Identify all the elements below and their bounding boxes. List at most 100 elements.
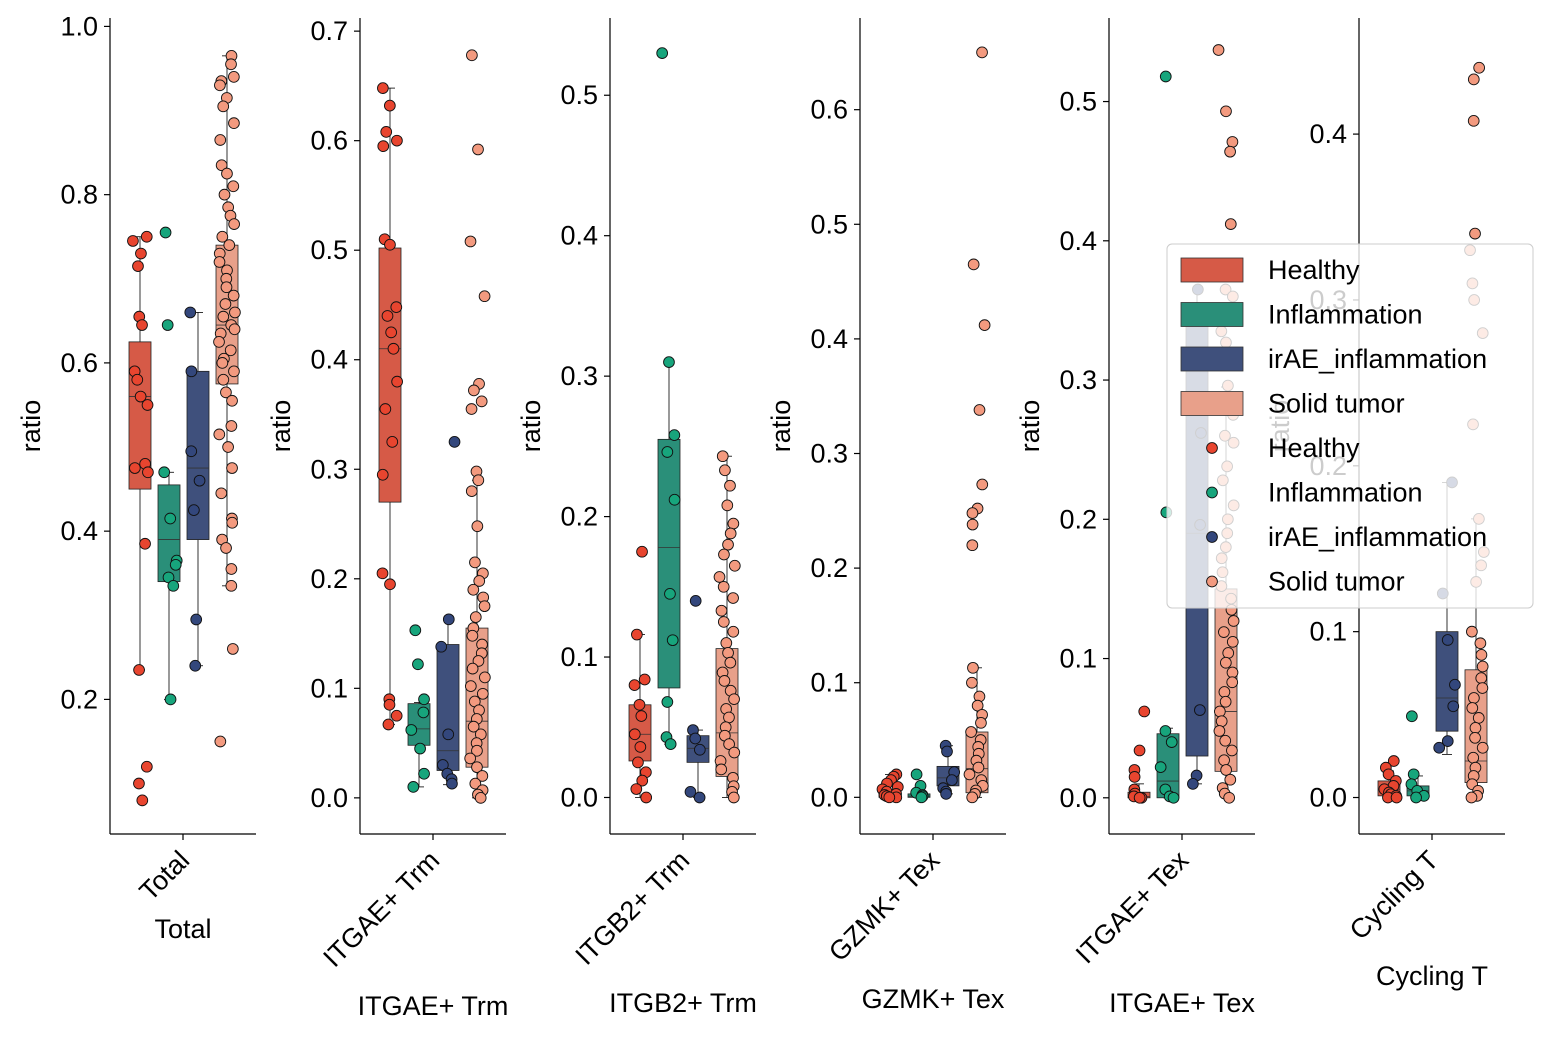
- point-solid-tumor: [225, 563, 238, 575]
- x-axis-label-itgb2-trm: ITGB2+ Trm: [609, 988, 757, 1018]
- point-solid-tumor: [216, 357, 229, 369]
- y-tick-label-gzmk-tex: 0.5: [810, 209, 848, 239]
- box-group-total-healthy: [127, 230, 154, 807]
- point-solid-tumor: [1224, 218, 1237, 230]
- point-inflammation: [664, 738, 677, 750]
- point-inflammation: [167, 579, 180, 592]
- point-solid-tumor: [228, 218, 240, 230]
- point-healthy: [1382, 768, 1395, 781]
- point-solid-tumor: [966, 507, 979, 519]
- y-tick-label-itgae-tex: 0.4: [1059, 226, 1097, 256]
- x-axis-label-gzmk-tex: GZMK+ Tex: [862, 984, 1005, 1014]
- point-healthy: [134, 390, 147, 403]
- point-solid-tumor: [1469, 722, 1482, 734]
- point-inflammation: [161, 319, 174, 331]
- point-healthy: [1133, 744, 1146, 757]
- y-tick-label-cycling-t: 0.4: [1309, 119, 1347, 149]
- point-solid-tumor: [1219, 695, 1232, 708]
- point-solid-tumor: [724, 527, 737, 540]
- point-inflammation: [668, 493, 681, 506]
- point-solid-tumor: [715, 604, 728, 617]
- box-group-itgae-trm-healthy: [376, 82, 403, 731]
- point-healthy: [635, 710, 648, 722]
- box-group-cycling-t-healthy: [1377, 755, 1403, 804]
- point-solid-tumor: [1220, 105, 1232, 118]
- point-solid-tumor: [1223, 791, 1236, 804]
- point-healthy: [1387, 755, 1400, 767]
- point-solid-tumor: [476, 770, 489, 782]
- point-solid-tumor: [469, 611, 482, 623]
- point-solid-tumor: [472, 474, 485, 487]
- point-solid-tumor: [1226, 635, 1239, 648]
- point-solid-tumor: [226, 394, 238, 407]
- box-group-itgae-trm-irae-inflammation: [435, 436, 461, 790]
- point-healthy: [376, 468, 389, 481]
- point-solid-tumor: [723, 711, 735, 724]
- legend-marker-inflammation: [1206, 486, 1218, 499]
- y-tick-label-gzmk-tex: 0.1: [810, 668, 848, 698]
- legend-label-solid-tumor: Solid tumor: [1268, 389, 1405, 419]
- y-tick-label-itgae-trm: 0.2: [310, 564, 348, 594]
- legend-label-inflammation: Inflammation: [1268, 300, 1423, 330]
- point-healthy: [133, 664, 145, 676]
- point-irae-inflammation: [442, 728, 455, 741]
- point-solid-tumor: [469, 777, 482, 790]
- point-healthy: [376, 567, 389, 580]
- y-tick-label-total: 0.4: [60, 516, 98, 546]
- box-irae-inflammation: [436, 644, 460, 771]
- point-solid-tumor: [227, 289, 240, 302]
- point-solid-tumor: [464, 752, 477, 765]
- point-solid-tumor: [225, 579, 238, 592]
- point-solid-tumor: [727, 625, 740, 638]
- point-healthy: [632, 756, 644, 769]
- point-healthy: [634, 741, 647, 753]
- point-solid-tumor: [976, 478, 989, 491]
- point-irae-inflammation: [940, 788, 952, 800]
- point-solid-tumor: [1467, 751, 1480, 764]
- point-solid-tumor: [471, 761, 483, 774]
- point-solid-tumor: [473, 575, 486, 587]
- point-solid-tumor: [478, 600, 491, 613]
- point-healthy: [383, 698, 396, 711]
- legend-swatch-inflammation: [1180, 302, 1244, 327]
- box-group-gzmk-tex-inflammation: [907, 768, 931, 804]
- point-solid-tumor: [1467, 114, 1480, 127]
- point-irae-inflammation: [185, 365, 198, 378]
- point-solid-tumor: [1466, 702, 1479, 714]
- point-healthy: [640, 791, 653, 804]
- point-solid-tumor: [220, 386, 232, 399]
- point-irae-inflammation: [190, 613, 203, 626]
- box-group-total-inflammation: [157, 226, 183, 706]
- y-tick-label-itgb2-trm: 0.5: [560, 80, 598, 110]
- point-inflammation: [663, 356, 675, 368]
- point-solid-tumor: [1227, 615, 1240, 627]
- point-solid-tumor: [464, 235, 477, 248]
- panel-gzmk-tex: 0.0 0.1 0.2 0.3 0.4 0.5 0.6 ratio GZMK+ Tex GZMK+…: [766, 18, 1006, 1014]
- point-solid-tumor: [1218, 626, 1230, 638]
- y-tick-label-gzmk-tex: 0.6: [810, 95, 848, 125]
- y-tick-label-cycling-t: 0.0: [1309, 783, 1347, 813]
- box-group-itgae-trm-inflammation: [405, 624, 431, 793]
- point-solid-tumor: [728, 559, 741, 572]
- point-solid-tumor: [217, 100, 230, 113]
- legend-swatch-solid-tumor: [1180, 391, 1244, 416]
- point-solid-tumor: [975, 716, 987, 729]
- y-tick-label-itgae-tex: 0.0: [1059, 783, 1097, 813]
- point-solid-tumor: [1226, 666, 1239, 679]
- point-solid-tumor: [472, 655, 485, 667]
- point-inflammation: [418, 693, 430, 706]
- point-healthy: [628, 679, 641, 691]
- box-group-cycling-t-inflammation: [1405, 710, 1430, 804]
- point-irae-inflammation: [946, 774, 958, 786]
- point-solid-tumor: [474, 792, 487, 804]
- point-solid-tumor: [227, 71, 240, 83]
- point-solid-tumor: [1476, 741, 1489, 754]
- point-healthy: [628, 728, 641, 741]
- y-tick-label-itgae-tex: 0.2: [1059, 504, 1097, 534]
- legend: Healthy Inflammation irAE_inflammation Soli…: [1166, 243, 1534, 609]
- point-solid-tumor: [1474, 637, 1487, 650]
- box-group-itgae-trm-solid-tumor: [464, 49, 491, 804]
- legend-swatch-healthy: [1180, 257, 1244, 283]
- point-inflammation: [164, 512, 177, 525]
- point-solid-tumor: [723, 738, 735, 750]
